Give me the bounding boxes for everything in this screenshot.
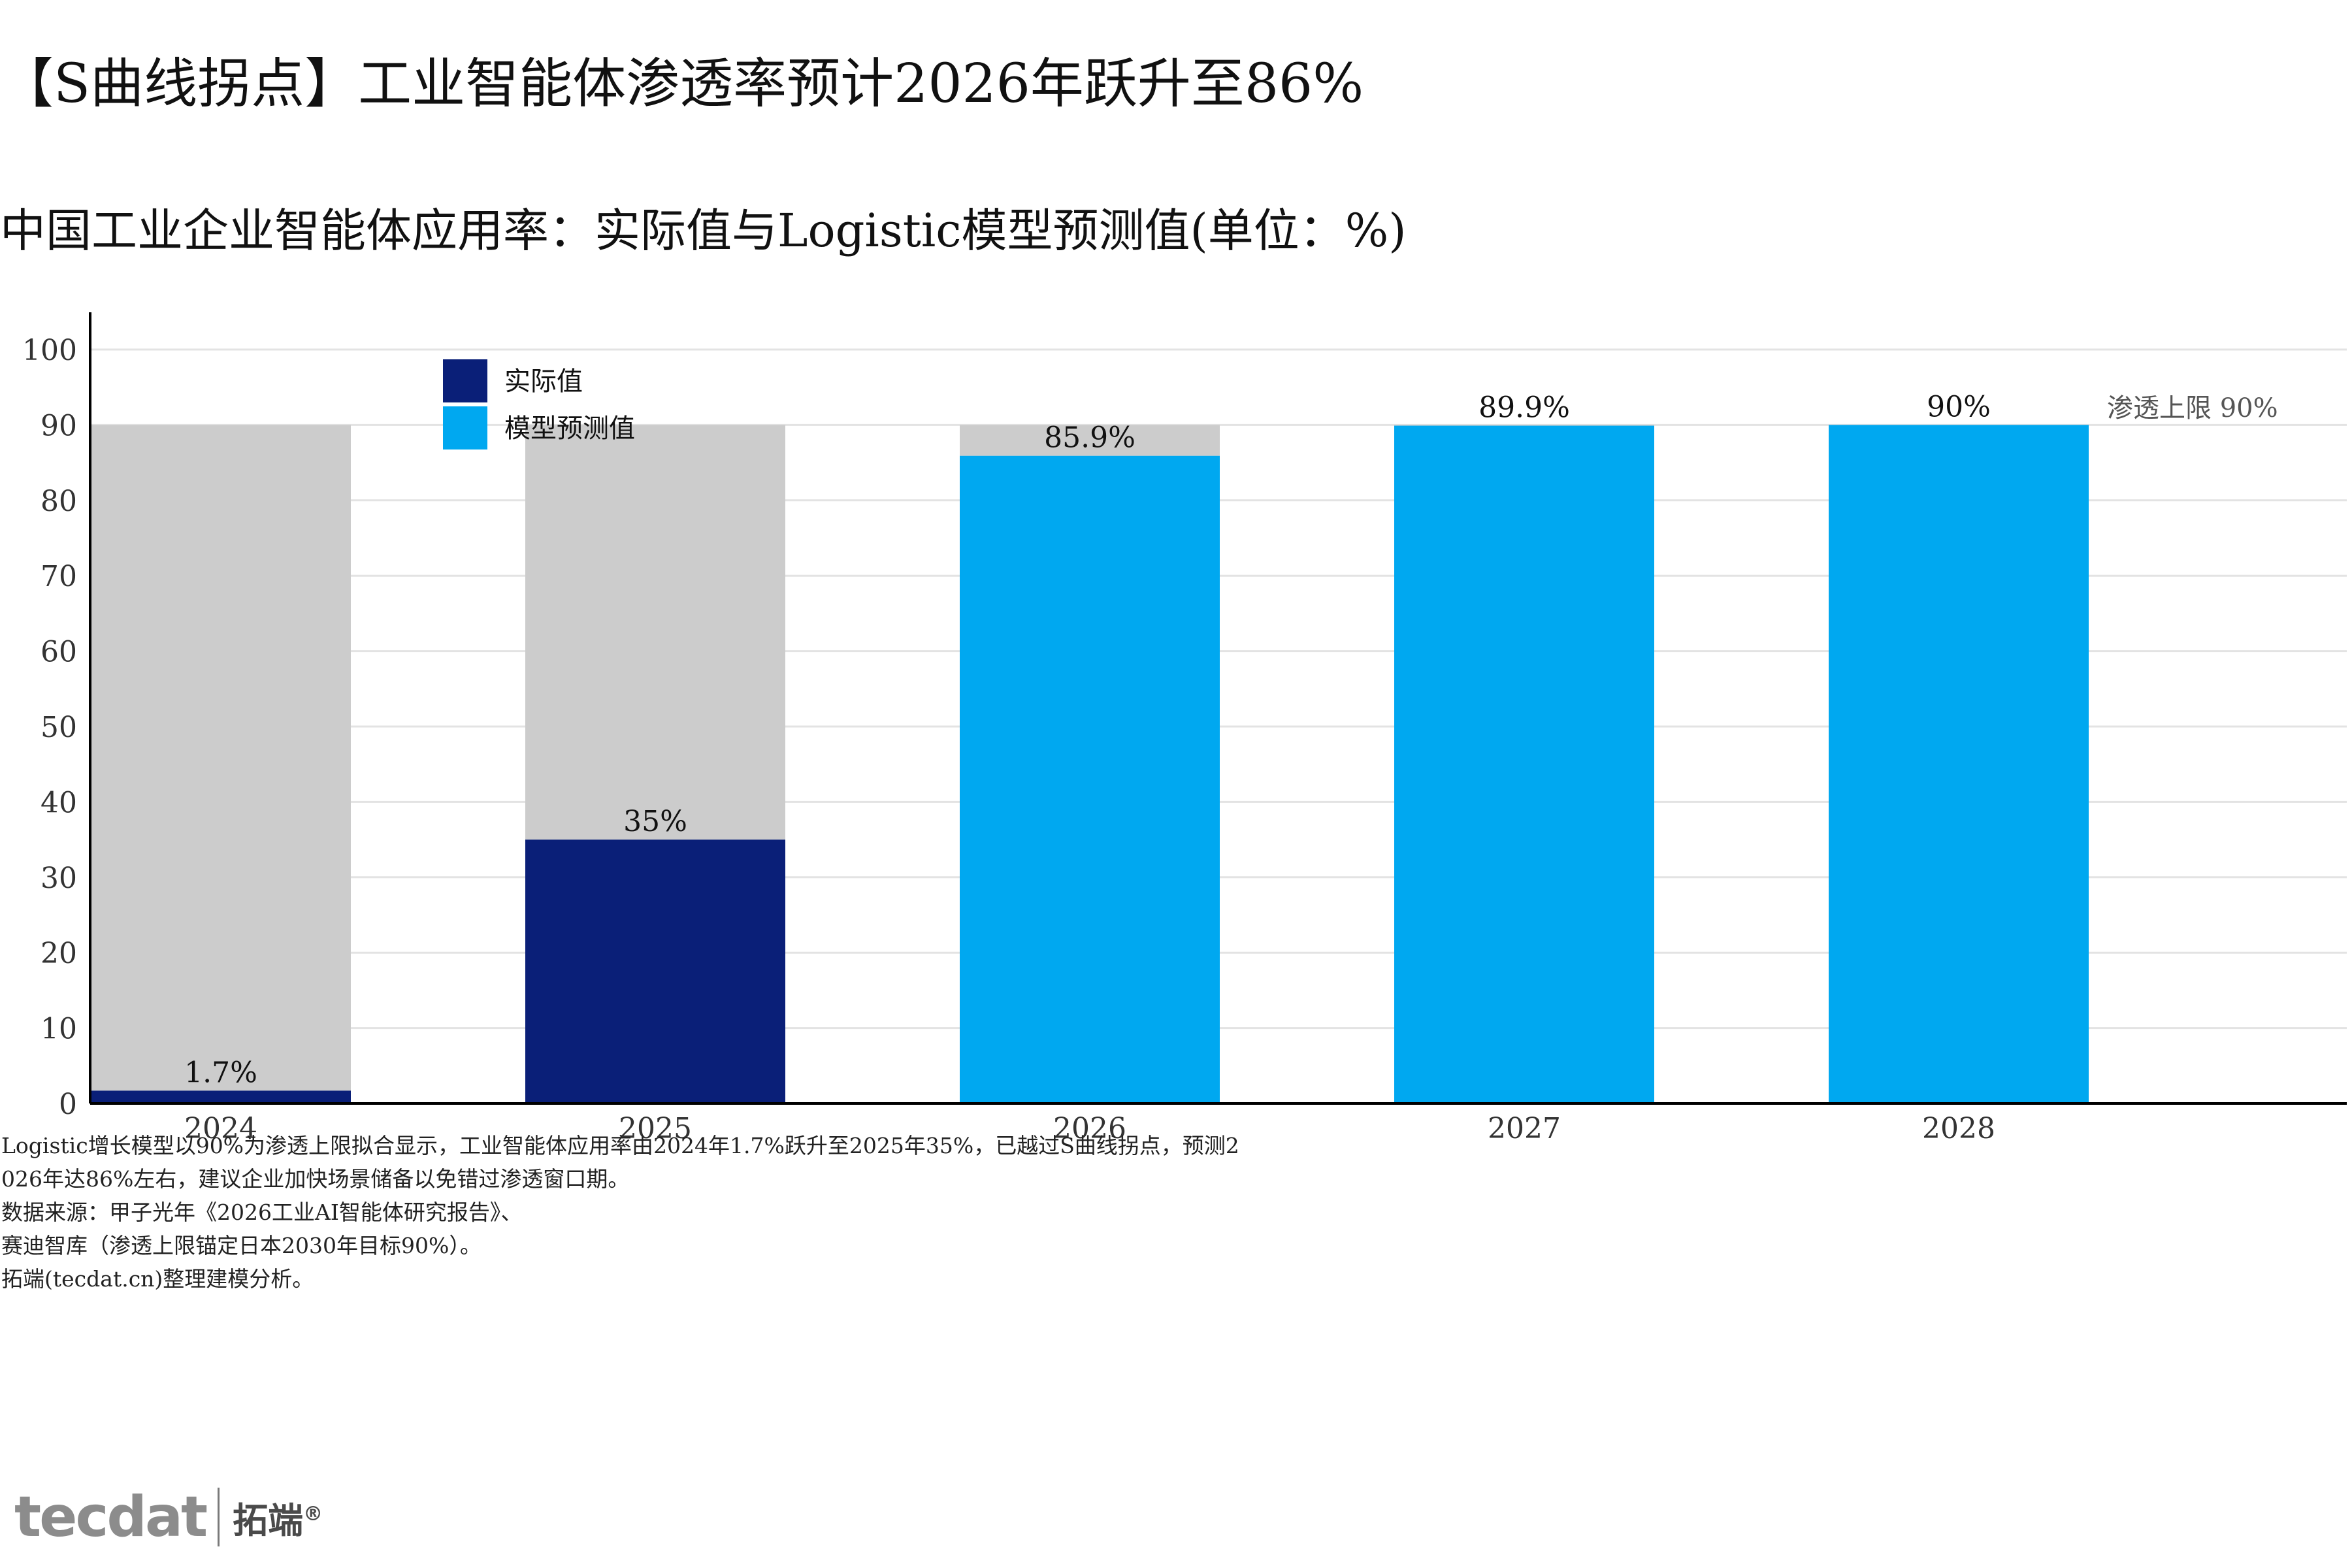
x-tick-label: 2027 [1488,1112,1561,1145]
y-tick-label: 30 [41,862,77,895]
y-tick-label: 0 [59,1088,77,1121]
y-tick-label: 80 [41,485,77,518]
chart-title: 【S曲线拐点】工业智能体渗透率预计2026年跃升至86% [0,53,1364,115]
note-line: 赛迪智库（渗透上限锚定日本2030年目标90%）。 [1,1233,482,1258]
data-label: 1.7% [184,1056,257,1089]
bar-actual [91,1090,351,1103]
data-label: 35% [623,805,687,838]
x-tick-label: 2028 [1922,1112,1995,1145]
note-line: 拓端(tecdat.cn)整理建模分析。 [1,1266,314,1292]
legend-swatch [443,359,487,402]
brand-name: 拓端® [233,1499,323,1541]
chart-notes: Logistic增长模型以90%为渗透上限拟合显示，工业智能体应用率由2024年… [1,1129,1239,1296]
ceiling-label: 渗透上限 90% [2107,393,2278,423]
y-tick-label: 10 [41,1013,77,1046]
x-tick-label: 2025 [619,1112,692,1145]
legend-label: 实际值 [504,367,583,397]
data-label: 89.9% [1478,391,1570,425]
y-tick-label: 40 [41,786,77,819]
bar-remainder [960,425,1220,456]
bar-remainder [91,425,351,1091]
y-tick-label: 70 [41,560,77,593]
x-tick-label: 2024 [184,1112,257,1145]
data-label: 90% [1927,390,1991,423]
tecdat-logo-icon: tecdat [10,1484,208,1563]
note-line: 026年达86%左右，建议企业加快场景储备以免错过渗透窗口期。 [1,1166,630,1192]
y-tick-label: 20 [41,937,77,970]
data-label: 85.9% [1044,421,1135,455]
bar-forecast [960,455,1220,1103]
y-tick-label: 90 [41,409,77,442]
bar-actual [525,840,785,1103]
bar-forecast [1394,425,1654,1104]
bar-remainder [525,425,785,840]
y-tick-label: 100 [22,334,77,367]
brand-logo: tecdat 拓端® [10,1484,323,1563]
legend-swatch [443,406,487,449]
y-tick-label: 50 [41,711,77,744]
note-line: 数据来源：甲子光年《2026工业AI智能体研究报告》、 [1,1200,523,1225]
chart-subtitle: 中国工业企业智能体应用率：实际值与Logistic模型预测值(单位：%) [0,204,1407,257]
x-tick-label: 2026 [1053,1112,1126,1145]
bar-forecast [1829,425,2089,1103]
y-tick-label: 60 [41,636,77,669]
legend-label: 模型预测值 [504,414,635,444]
note-line: Logistic增长模型以90%为渗透上限拟合显示，工业智能体应用率由2024年… [1,1133,1239,1158]
brand-divider [218,1488,220,1546]
bar-chart: 0 10 20 30 40 50 60 70 80 90 100 1.7% 2024 35% 2025 85.… [22,312,2347,1145]
